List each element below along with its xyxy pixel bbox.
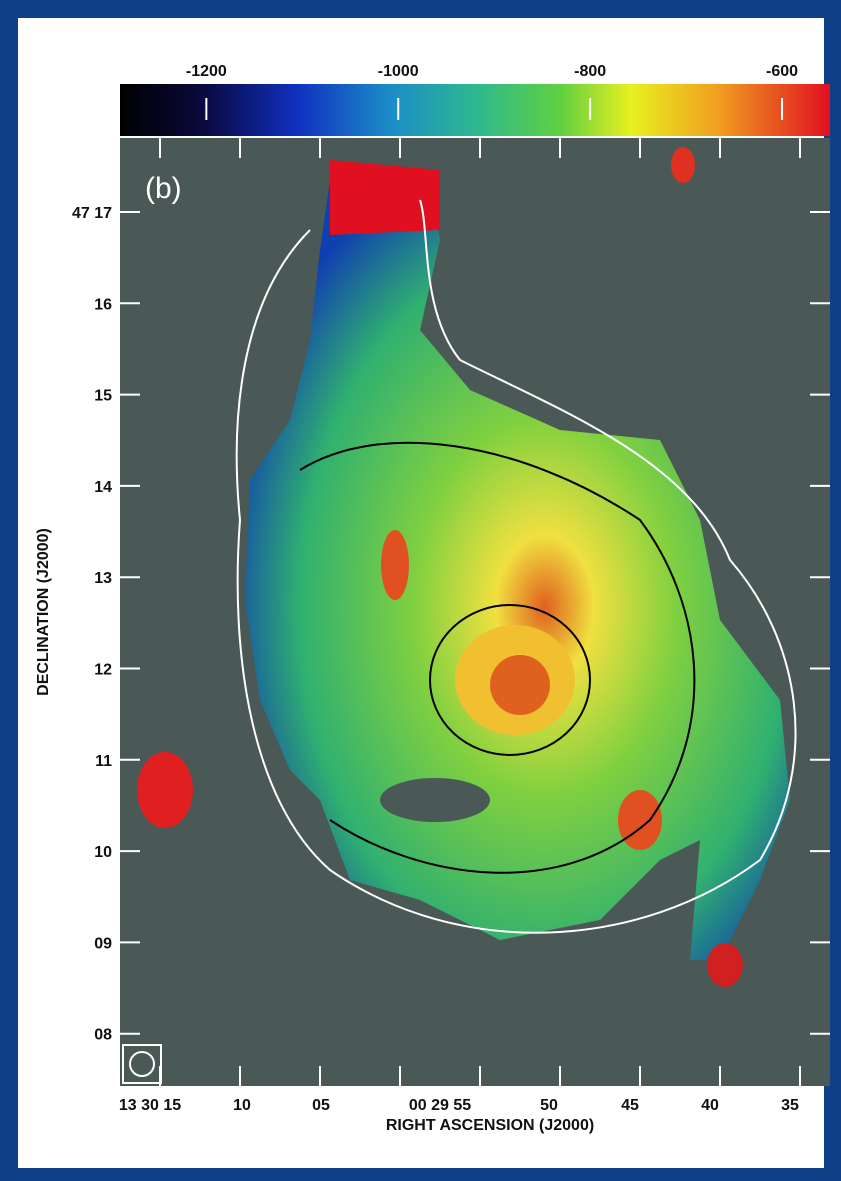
nucleus-core <box>490 655 550 715</box>
y-tick-label: 11 <box>95 753 112 770</box>
y-tick-label: 09 <box>94 935 112 952</box>
x-tick-label: 13 30 15 <box>119 1097 181 1114</box>
x-tick-label: 45 <box>621 1097 639 1114</box>
y-tick-label: 13 <box>94 570 112 587</box>
y-tick-label: 12 <box>94 662 112 679</box>
y-tick-label: 16 <box>94 296 112 313</box>
point-source <box>671 147 695 183</box>
x-tick-label: 40 <box>701 1097 719 1114</box>
x-tick-label: 05 <box>312 1097 330 1114</box>
y-tick-label: 08 <box>94 1027 112 1044</box>
colorbar <box>120 84 830 136</box>
hot-spot <box>707 943 743 987</box>
x-tick-label: 10 <box>233 1097 251 1114</box>
y-tick-label: 14 <box>94 479 112 496</box>
colorbar-tick-label: -800 <box>574 63 606 80</box>
companion <box>137 752 193 828</box>
hole <box>380 778 490 822</box>
colorbar-tick-label: -1200 <box>186 63 227 80</box>
y-axis-title: DECLINATION (J2000) <box>35 528 52 696</box>
y-tick-label: 15 <box>94 388 112 405</box>
x-tick-label: 00 29 55 <box>409 1097 471 1114</box>
colorbar-tick-label: -1000 <box>378 63 419 80</box>
y-tick-label: 10 <box>94 844 112 861</box>
slide: (b) DECLINATION (J2000) RIGHT ASCENSION … <box>0 0 841 1181</box>
panel-label: (b) <box>145 172 182 205</box>
hot-spot <box>381 530 409 600</box>
x-tick-label: 50 <box>540 1097 558 1114</box>
x-axis-title: RIGHT ASCENSION (J2000) <box>386 1117 594 1134</box>
colorbar-tick-label: -600 <box>766 63 798 80</box>
x-tick-label: 35 <box>781 1097 799 1114</box>
y-tick-label: 47 17 <box>72 205 112 222</box>
hot-spot <box>618 790 662 850</box>
